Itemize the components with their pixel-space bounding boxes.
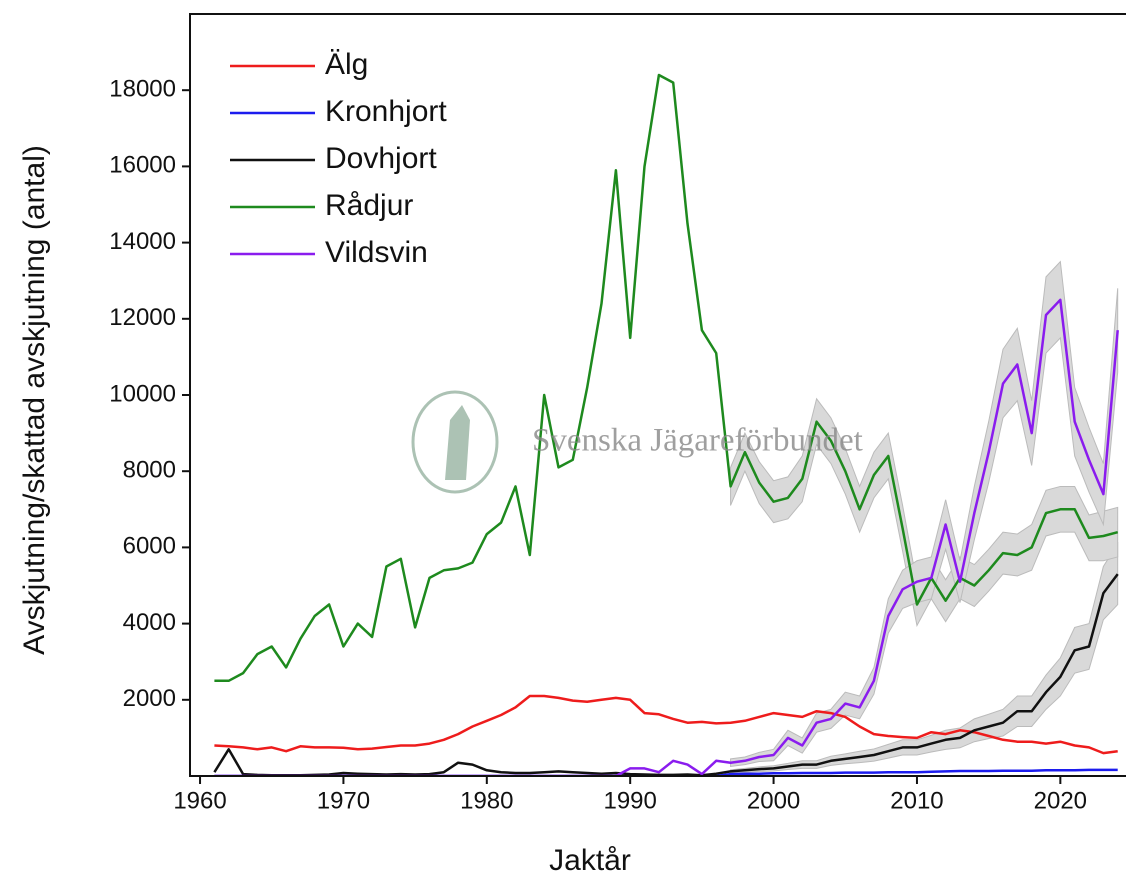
emblem-bird [445, 405, 470, 480]
watermark-text: Svenska Jägareförbundet [532, 423, 863, 459]
legend-label: Vildsvin [325, 236, 428, 269]
y-tick-label: 10000 [109, 380, 176, 407]
x-tick-label: 2020 [1034, 787, 1087, 814]
legend-label: Älg [325, 48, 368, 81]
emblem [411, 390, 499, 494]
confidence-band [730, 397, 1119, 627]
lines [213, 73, 1119, 776]
series-line [214, 73, 1119, 683]
legend-label: Dovhjort [325, 142, 437, 175]
x-tick-label: 2000 [747, 787, 800, 814]
x-tick-label: 2010 [890, 787, 943, 814]
x-tick-label: 1980 [460, 787, 513, 814]
watermark [411, 390, 499, 494]
confidence-band [730, 541, 1119, 774]
x-tick-label: 1960 [173, 787, 226, 814]
legend-label: Kronhjort [325, 95, 447, 128]
series-line [213, 573, 1119, 776]
y-tick-label: 8000 [123, 457, 176, 484]
y-tick-label: 16000 [109, 152, 176, 179]
confidence-band [730, 260, 1119, 768]
y-tick-label: 6000 [123, 533, 176, 560]
series-line [214, 694, 1118, 755]
y-tick-label: 14000 [109, 228, 176, 255]
x-tick-label: 1990 [603, 787, 656, 814]
series-line [214, 768, 1118, 776]
y-axis-label: Avskjutning/skattad avskjutning (antal) [18, 145, 51, 655]
x-axis-label: Jaktår [549, 844, 631, 877]
bands [730, 260, 1119, 774]
y-tick-label: 18000 [109, 76, 176, 103]
y-tick-label: 2000 [123, 685, 176, 712]
series-line [214, 298, 1119, 776]
y-tick-label: 4000 [123, 609, 176, 636]
legend-label: Rådjur [325, 189, 413, 222]
x-tick-label: 1970 [317, 787, 370, 814]
y-tick-label: 12000 [109, 304, 176, 331]
